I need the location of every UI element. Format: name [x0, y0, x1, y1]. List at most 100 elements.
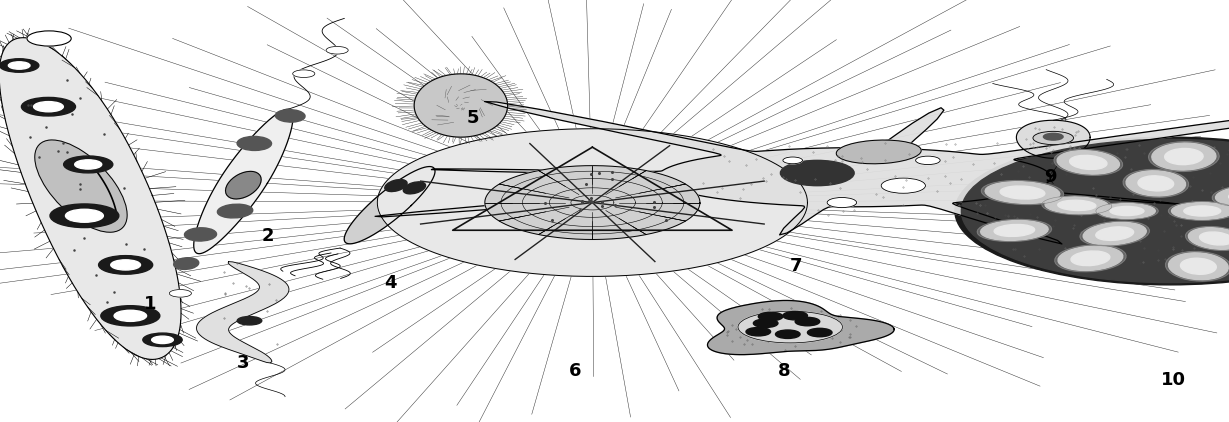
Circle shape	[50, 204, 119, 227]
Ellipse shape	[1096, 203, 1158, 219]
Ellipse shape	[1181, 258, 1217, 274]
Circle shape	[293, 70, 315, 78]
Ellipse shape	[737, 311, 843, 343]
Ellipse shape	[1032, 131, 1073, 145]
Ellipse shape	[1054, 245, 1126, 272]
Circle shape	[64, 156, 113, 173]
Ellipse shape	[403, 182, 425, 194]
Text: 5: 5	[467, 109, 479, 127]
Ellipse shape	[1070, 251, 1110, 265]
Circle shape	[1043, 133, 1063, 140]
Ellipse shape	[1215, 186, 1229, 206]
Text: 8: 8	[778, 362, 790, 380]
Circle shape	[881, 178, 925, 193]
Circle shape	[111, 260, 140, 270]
Text: 10: 10	[1161, 371, 1186, 389]
Ellipse shape	[1057, 151, 1120, 174]
Ellipse shape	[836, 140, 922, 164]
Circle shape	[143, 333, 182, 346]
Circle shape	[827, 197, 857, 208]
Text: 4: 4	[385, 274, 397, 292]
Ellipse shape	[994, 225, 1035, 236]
Circle shape	[98, 256, 152, 274]
Ellipse shape	[1212, 184, 1229, 206]
Circle shape	[807, 328, 832, 337]
Circle shape	[783, 311, 807, 320]
Ellipse shape	[1083, 222, 1147, 245]
Ellipse shape	[237, 136, 272, 151]
Polygon shape	[344, 167, 435, 244]
Ellipse shape	[1169, 202, 1229, 220]
Ellipse shape	[1165, 149, 1203, 165]
Ellipse shape	[1069, 155, 1107, 170]
Ellipse shape	[1058, 246, 1123, 271]
Ellipse shape	[1171, 203, 1229, 219]
Ellipse shape	[1042, 196, 1112, 215]
Ellipse shape	[1200, 232, 1229, 245]
Ellipse shape	[184, 228, 216, 241]
Ellipse shape	[1045, 197, 1109, 214]
Circle shape	[27, 31, 71, 46]
Circle shape	[170, 289, 192, 297]
Ellipse shape	[1080, 221, 1149, 246]
Ellipse shape	[977, 219, 1052, 241]
Circle shape	[21, 97, 75, 116]
Circle shape	[33, 102, 64, 112]
Ellipse shape	[1149, 142, 1219, 171]
Text: 9: 9	[1045, 168, 1057, 186]
Circle shape	[0, 59, 39, 72]
Text: 3: 3	[237, 354, 249, 372]
Polygon shape	[708, 300, 895, 354]
Ellipse shape	[1058, 200, 1096, 211]
Ellipse shape	[173, 258, 199, 269]
Ellipse shape	[986, 182, 1059, 203]
Circle shape	[758, 312, 783, 321]
Polygon shape	[194, 109, 293, 254]
Ellipse shape	[1096, 227, 1133, 241]
Ellipse shape	[218, 204, 253, 218]
Ellipse shape	[981, 220, 1048, 241]
Circle shape	[9, 62, 29, 69]
Circle shape	[746, 327, 771, 336]
Circle shape	[326, 46, 348, 54]
Circle shape	[75, 160, 102, 169]
Ellipse shape	[1000, 186, 1045, 199]
Circle shape	[780, 160, 854, 186]
Circle shape	[783, 157, 803, 164]
Circle shape	[775, 330, 800, 338]
Circle shape	[151, 336, 173, 344]
Ellipse shape	[1099, 203, 1155, 219]
Text: 1: 1	[144, 295, 156, 313]
Ellipse shape	[1165, 252, 1229, 281]
Text: 7: 7	[790, 257, 803, 275]
Circle shape	[916, 156, 940, 165]
Circle shape	[961, 139, 1229, 283]
Ellipse shape	[1186, 227, 1229, 250]
Polygon shape	[414, 74, 508, 137]
Polygon shape	[375, 100, 1229, 244]
Circle shape	[114, 310, 146, 322]
Ellipse shape	[385, 179, 407, 192]
Ellipse shape	[1138, 176, 1174, 191]
Ellipse shape	[226, 171, 261, 199]
Text: 6: 6	[569, 362, 581, 380]
Ellipse shape	[34, 140, 127, 232]
Ellipse shape	[1123, 170, 1188, 197]
Ellipse shape	[1110, 206, 1144, 216]
Polygon shape	[0, 38, 181, 360]
Ellipse shape	[275, 110, 305, 122]
Ellipse shape	[1152, 143, 1215, 170]
Ellipse shape	[1184, 206, 1220, 216]
Text: 2: 2	[262, 227, 274, 245]
Ellipse shape	[1188, 228, 1229, 249]
Circle shape	[795, 317, 820, 326]
Polygon shape	[485, 166, 699, 239]
Circle shape	[753, 319, 778, 327]
Polygon shape	[197, 262, 289, 363]
Polygon shape	[377, 129, 807, 276]
Circle shape	[237, 316, 262, 325]
Circle shape	[101, 306, 160, 326]
Ellipse shape	[1054, 149, 1122, 175]
Ellipse shape	[982, 181, 1063, 205]
Circle shape	[65, 209, 103, 222]
